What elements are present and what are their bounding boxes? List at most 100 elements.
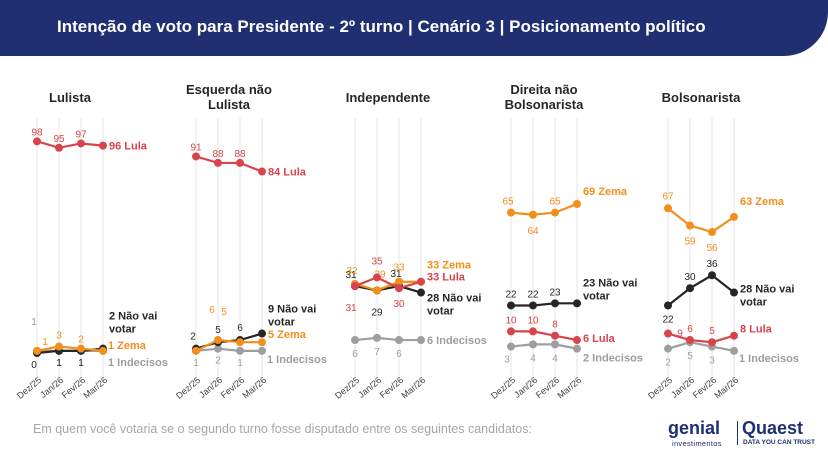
- data-label: 56: [706, 243, 718, 254]
- data-point: [55, 342, 63, 351]
- data-label: 3: [504, 355, 510, 366]
- x-tick-label: Dez/25: [489, 375, 517, 401]
- series-line: [195, 155, 263, 173]
- data-label: 65: [549, 197, 561, 208]
- data-label: 23: [549, 287, 561, 298]
- data-point: [686, 336, 694, 345]
- data-label: 6: [209, 305, 215, 316]
- series-line: [667, 207, 735, 234]
- data-point: [551, 208, 559, 217]
- series-lula: 91 88 88 84 Lula: [190, 142, 306, 178]
- end-label: 84 Lula: [268, 167, 307, 179]
- data-label: 88: [212, 149, 224, 160]
- data-label: 1: [78, 358, 84, 369]
- data-point: [529, 327, 537, 336]
- data-label: 6: [396, 349, 402, 360]
- data-point: [529, 340, 537, 349]
- x-tick-label: Jan/26: [512, 375, 539, 400]
- end-label: 23 Não vai votar: [583, 277, 637, 302]
- data-point: [686, 284, 694, 293]
- data-label: 4: [530, 353, 536, 364]
- end-label: 96 Lula: [109, 141, 148, 153]
- panel-title: Esquerda não Lulista: [186, 82, 272, 112]
- data-label: 6: [352, 349, 358, 360]
- series-zema: 13 2 1 Zema: [33, 331, 147, 355]
- data-label: 2: [665, 358, 671, 369]
- data-point: [664, 344, 672, 353]
- series-line: [667, 341, 735, 352]
- data-point: [664, 329, 672, 338]
- data-label: 6: [237, 323, 243, 334]
- data-label: 9: [677, 329, 683, 340]
- data-point: [373, 273, 381, 282]
- data-label: 31: [390, 269, 402, 280]
- end-label: 1 Indecisos: [108, 357, 168, 369]
- end-label: 28 Não vai votar: [740, 284, 794, 309]
- data-point: [708, 228, 716, 237]
- end-label: 69 Zema: [583, 186, 628, 198]
- series-line: [354, 336, 421, 342]
- data-label: 5: [687, 351, 693, 362]
- quaest-logo: Quaest DATA YOU CAN TRUST: [742, 418, 822, 450]
- data-point: [236, 158, 244, 167]
- series-indecisos: 1 2 1 1 Indecisos: [192, 344, 327, 369]
- data-point: [730, 331, 738, 340]
- panel-esquerda-nao-lulista: Esquerda não LulistaDez/25Jan/26Fev/26Mar…: [174, 82, 327, 401]
- data-point: [395, 284, 403, 293]
- x-tick-label: Jan/26: [197, 375, 224, 400]
- series-nao-vai-votar: 25 69 Não vai votar: [190, 304, 316, 353]
- data-point: [258, 167, 266, 176]
- series-indecisos: 2 5 3 1 Indecisos: [664, 338, 799, 369]
- series-indecisos: 11 1 1 Indecisos: [31, 317, 168, 369]
- data-label: 1: [237, 358, 243, 369]
- series-zema: 67 59 56 63 Zema: [662, 191, 784, 254]
- data-point: [708, 271, 716, 280]
- data-label: 6: [687, 324, 693, 335]
- data-label: 3: [56, 331, 62, 342]
- end-label: 63 Zema: [740, 196, 785, 208]
- data-label: 30: [684, 272, 696, 283]
- data-point: [99, 346, 107, 355]
- data-label: 33: [393, 263, 405, 274]
- data-point: [33, 346, 41, 355]
- data-point: [551, 340, 559, 349]
- panel-direita-nao-bolsonarista: Direita não BolsonaristaDez/25Jan/26Fev/2…: [489, 82, 643, 401]
- x-tick-label: Mar/26: [399, 375, 427, 401]
- data-label: 29: [371, 307, 383, 318]
- panel-title: Direita não Bolsonarista: [505, 82, 585, 112]
- series-line: [195, 347, 262, 352]
- end-label: 2 Indecisos: [583, 353, 643, 365]
- data-label: 98: [31, 127, 43, 138]
- data-label: 95: [53, 134, 65, 145]
- genial-logo: genial investimentos: [668, 418, 736, 450]
- end-label: 8 Lula: [740, 324, 773, 336]
- series-line: [510, 202, 578, 216]
- x-tick-label: Dez/25: [174, 375, 202, 401]
- data-point: [507, 342, 515, 351]
- data-label: 2: [215, 356, 221, 367]
- data-point: [373, 333, 381, 342]
- series-line: [195, 338, 262, 352]
- x-tick-label: Jan/26: [669, 375, 696, 400]
- data-label: 1: [56, 358, 62, 369]
- data-point: [529, 301, 537, 310]
- data-point: [551, 299, 559, 308]
- data-point: [507, 301, 515, 310]
- genial-logo-subtitle: investimentos: [672, 439, 722, 448]
- series-lula: 31 35 30 33 Lula: [345, 256, 465, 314]
- data-point: [99, 141, 107, 150]
- x-tick-label: Mar/26: [240, 375, 268, 401]
- data-point: [192, 346, 200, 355]
- footer-question: Em quem você votaria se o segundo turno …: [33, 422, 532, 436]
- data-label: 29: [374, 269, 386, 280]
- end-label: 2 Não vai votar: [109, 311, 157, 336]
- data-point: [551, 331, 559, 340]
- data-point: [417, 336, 425, 345]
- data-label: 5: [709, 326, 715, 337]
- series-line: [667, 273, 735, 307]
- data-label: 1: [78, 358, 84, 369]
- data-point: [730, 288, 738, 297]
